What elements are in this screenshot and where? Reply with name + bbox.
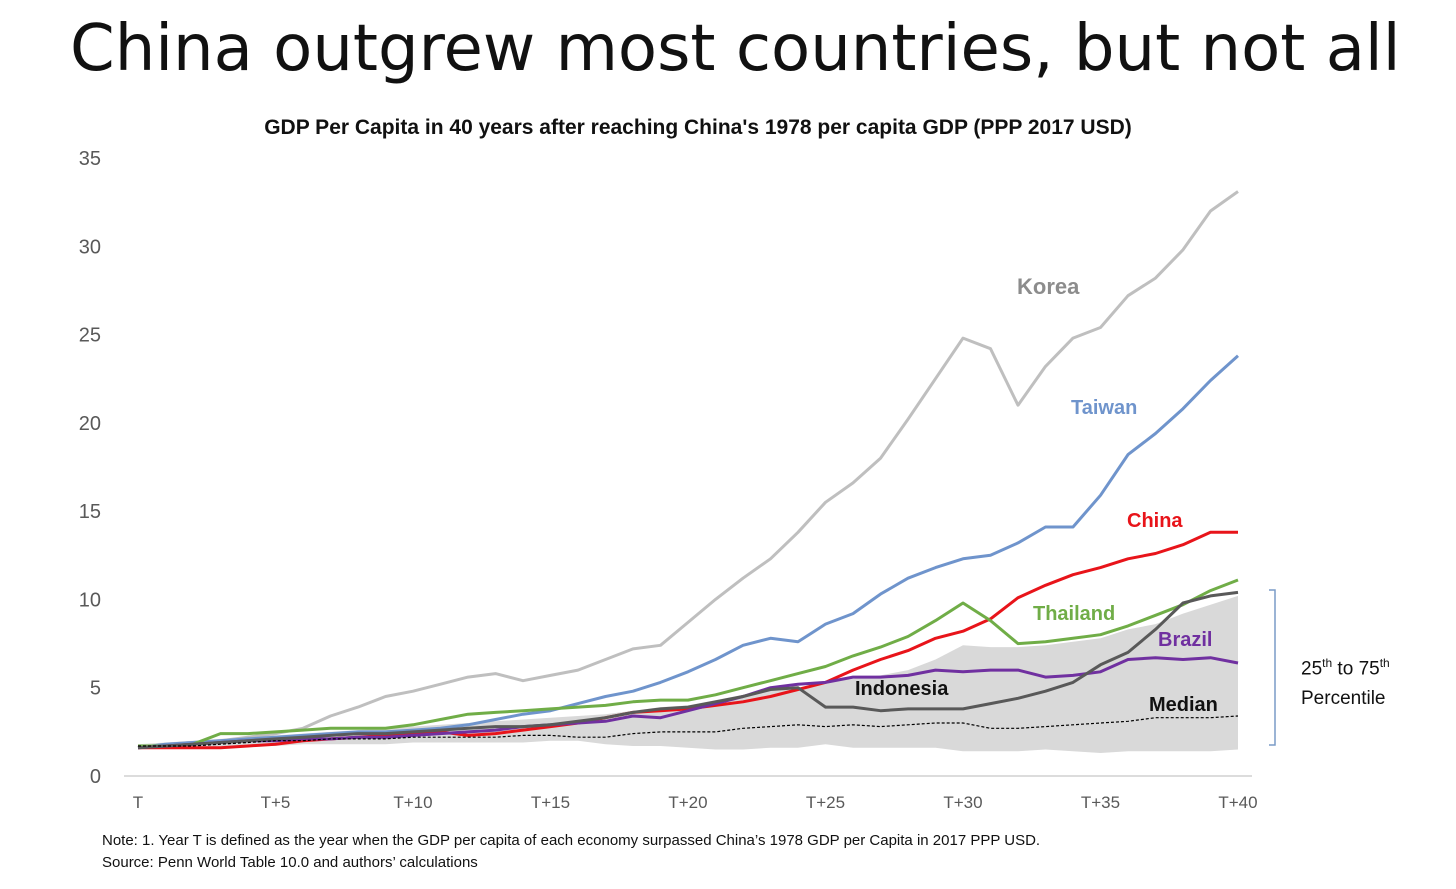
x-tick-labels: T T+5 T+10 T+15 T+20 T+25 T+30 T+35 T+40 <box>133 793 1258 812</box>
slide-title: China outgrew most countries, but not al… <box>70 12 1401 86</box>
x-tick-label: T+25 <box>806 793 845 812</box>
y-tick-label: 35 <box>79 148 101 170</box>
series-line-indonesia <box>137 590 1239 750</box>
percentile-bracket <box>1269 589 1276 746</box>
series-line-median <box>138 715 1239 747</box>
percentile-band-label: 25th to 75th Percentile <box>1301 648 1390 714</box>
source-note: Source: Penn World Table 10.0 and author… <box>102 854 478 871</box>
series-line-taiwan <box>137 354 1240 750</box>
x-tick-label: T <box>133 793 143 812</box>
footnote: Note: 1. Year T is defined as the year w… <box>102 832 1041 849</box>
y-tick-label: 10 <box>79 589 101 611</box>
series-line-thailand <box>138 578 1239 748</box>
x-tick-label: T+5 <box>261 793 291 812</box>
x-tick-label: T+30 <box>943 793 982 812</box>
x-tick-label: T+15 <box>531 793 570 812</box>
series-label-china: China <box>1127 510 1183 532</box>
y-tick-label: 30 <box>79 236 101 258</box>
x-tick-label: T+20 <box>668 793 707 812</box>
chart-title: GDP Per Capita in 40 years after reachin… <box>264 116 1132 139</box>
series-labels: Korea Taiwan China Thailand Brazil Indon… <box>855 274 1218 716</box>
series-label-thailand: Thailand <box>1033 603 1115 625</box>
percentile-band-area <box>138 595 1238 753</box>
percentile-label-line2: Percentile <box>1301 688 1386 710</box>
percentile-band-layer <box>138 595 1238 753</box>
y-tick-label: 25 <box>79 325 101 347</box>
series-label-median: Median <box>1149 694 1218 716</box>
y-tick-label: 20 <box>79 413 101 435</box>
y-tick-label: 0 <box>90 766 101 788</box>
x-tick-label: T+35 <box>1081 793 1120 812</box>
series-line-brazil <box>137 656 1239 750</box>
y-tick-labels: 0 5 10 15 20 25 30 35 <box>79 148 101 788</box>
series-label-korea: Korea <box>1017 274 1080 299</box>
x-tick-label: T+10 <box>393 793 432 812</box>
y-tick-label: 5 <box>90 678 101 700</box>
series-label-brazil: Brazil <box>1158 629 1212 651</box>
x-tick-label: T+40 <box>1218 793 1257 812</box>
series-lines <box>137 190 1240 750</box>
y-tick-label: 15 <box>79 501 101 523</box>
percentile-label-line1: 25th to 75th <box>1301 656 1390 680</box>
series-label-indonesia: Indonesia <box>855 678 949 700</box>
series-label-taiwan: Taiwan <box>1071 397 1137 419</box>
series-line-korea <box>137 190 1239 750</box>
